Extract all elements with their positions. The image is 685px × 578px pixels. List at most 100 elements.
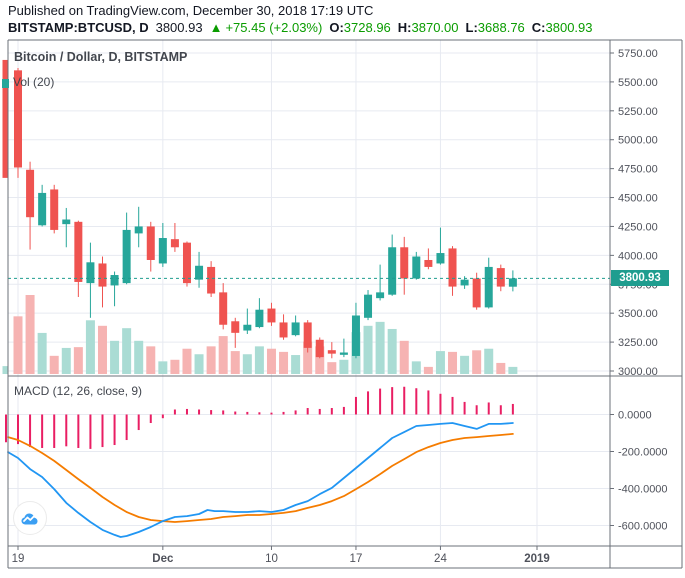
volume-bar [496, 362, 506, 374]
price-axis-label[interactable]: 5750.00 [618, 48, 658, 60]
low-value: 3688.76 [477, 20, 525, 35]
macd-histogram-bar [41, 414, 44, 448]
volume-bar [363, 325, 373, 374]
open-value: 3728.96 [343, 20, 391, 35]
price-axis-label[interactable]: 3250.00 [618, 337, 658, 349]
macd-histogram-bar [29, 414, 32, 448]
price-axis-label[interactable]: 5000.00 [618, 135, 658, 147]
volume-bar [37, 332, 47, 374]
candle-body [508, 278, 517, 287]
candle-body [195, 265, 204, 280]
volume-indicator-label[interactable]: Vol (20) [13, 75, 55, 89]
macd-histogram-bar [475, 405, 478, 415]
volume-bar [472, 350, 482, 374]
volume-bar [230, 351, 240, 374]
time-axis-label[interactable]: 19 [12, 553, 25, 565]
macd-histogram-bar [318, 408, 321, 415]
volume-bar [61, 347, 71, 374]
candle-body [315, 339, 324, 358]
macd-histogram-bar [89, 414, 92, 449]
time-axis-label[interactable]: 24 [434, 553, 447, 565]
price-axis-label[interactable]: 3000.00 [618, 366, 658, 378]
macd-histogram-bar [282, 411, 285, 415]
price-axis-label[interactable]: 4250.00 [618, 221, 658, 233]
macd-histogram-bar [403, 386, 406, 415]
macd-histogram-bar [499, 405, 502, 415]
macd-axis-label[interactable]: 0.0000 [618, 410, 652, 422]
macd-histogram-bar-clipped [5, 414, 7, 443]
price-axis-label[interactable]: 5500.00 [618, 77, 658, 89]
macd-histogram-bar [210, 410, 213, 415]
candle-body [400, 247, 409, 279]
volume-bar [339, 359, 349, 374]
candle-body [110, 275, 119, 286]
candle-body [146, 226, 155, 260]
macd-histogram-bar [53, 414, 56, 448]
price-axis-label[interactable]: 3500.00 [618, 308, 658, 320]
volume-bar [218, 336, 228, 374]
candle-body [231, 321, 240, 333]
time-axis-label[interactable]: 2019 [524, 553, 550, 565]
volume-bar [399, 340, 409, 374]
price-axis-label[interactable]: 4500.00 [618, 193, 658, 205]
volume-bar [85, 320, 95, 374]
macd-histogram-bar [415, 388, 418, 415]
candle-body [98, 263, 107, 287]
volume-bar [411, 361, 421, 374]
macd-histogram-bar [185, 408, 188, 415]
macd-histogram-bar [427, 390, 430, 415]
candle-body [170, 239, 179, 248]
candle-body [219, 292, 228, 325]
volume-bar [315, 346, 325, 374]
last-price-badge[interactable]: 3800.93 [611, 270, 669, 286]
macd-histogram-bar [342, 406, 345, 415]
candle-body [412, 256, 421, 279]
macd-histogram-bar [65, 414, 68, 447]
candle-body [484, 266, 493, 308]
candle-body [14, 70, 22, 168]
macd-axis-label[interactable]: -200.0000 [618, 447, 668, 459]
volume-bar [423, 366, 433, 374]
macd-histogram-bar [391, 387, 394, 415]
volume-bar [110, 340, 120, 374]
macd-histogram-bar [149, 414, 152, 424]
macd-histogram-bar [294, 410, 297, 415]
candle-body [364, 294, 373, 318]
volume-bar [182, 348, 192, 374]
time-axis-label[interactable]: Dec [152, 553, 174, 565]
volume-bar [460, 355, 470, 374]
change-text: +75.45 (+2.03%) [225, 20, 323, 35]
tradingview-logo[interactable] [13, 501, 47, 535]
volume-bar [194, 354, 204, 374]
macd-indicator-label[interactable]: MACD (12, 26, close, 9) [14, 384, 143, 398]
macd-axis-label[interactable]: -400.0000 [618, 484, 668, 496]
macd-histogram-bar [379, 388, 382, 415]
macd-axis-label[interactable]: -600.0000 [618, 521, 668, 533]
macd-histogram-bar [451, 396, 454, 415]
open-label: O: [329, 20, 344, 35]
volume-bar [73, 347, 83, 374]
price-axis-label[interactable]: 4750.00 [618, 164, 658, 176]
main-pane-title[interactable]: Bitcoin / Dollar, D, BITSTAMP [14, 50, 188, 64]
close-label: C: [531, 20, 546, 35]
time-axis-label[interactable]: 10 [265, 553, 278, 565]
volume-bar [206, 346, 216, 374]
volume-bar [387, 328, 397, 374]
candle-body [303, 322, 312, 348]
symbol-label[interactable]: BITSTAMP:BTCUSD, D [8, 20, 149, 35]
candle-body [62, 219, 71, 225]
macd-histogram-bar [354, 396, 357, 415]
price-axis-label[interactable]: 4000.00 [618, 250, 658, 262]
volume-bar [158, 361, 168, 374]
macd-histogram-bar [511, 403, 514, 415]
price-axis-label[interactable]: 5250.00 [618, 106, 658, 118]
candle-body [86, 262, 95, 284]
macd-histogram-bar [463, 401, 466, 415]
volume-bar [242, 354, 252, 374]
volume-bar [375, 321, 385, 374]
candle-body [436, 253, 445, 264]
time-axis-label[interactable]: 17 [350, 553, 363, 565]
candle-body [243, 324, 252, 331]
